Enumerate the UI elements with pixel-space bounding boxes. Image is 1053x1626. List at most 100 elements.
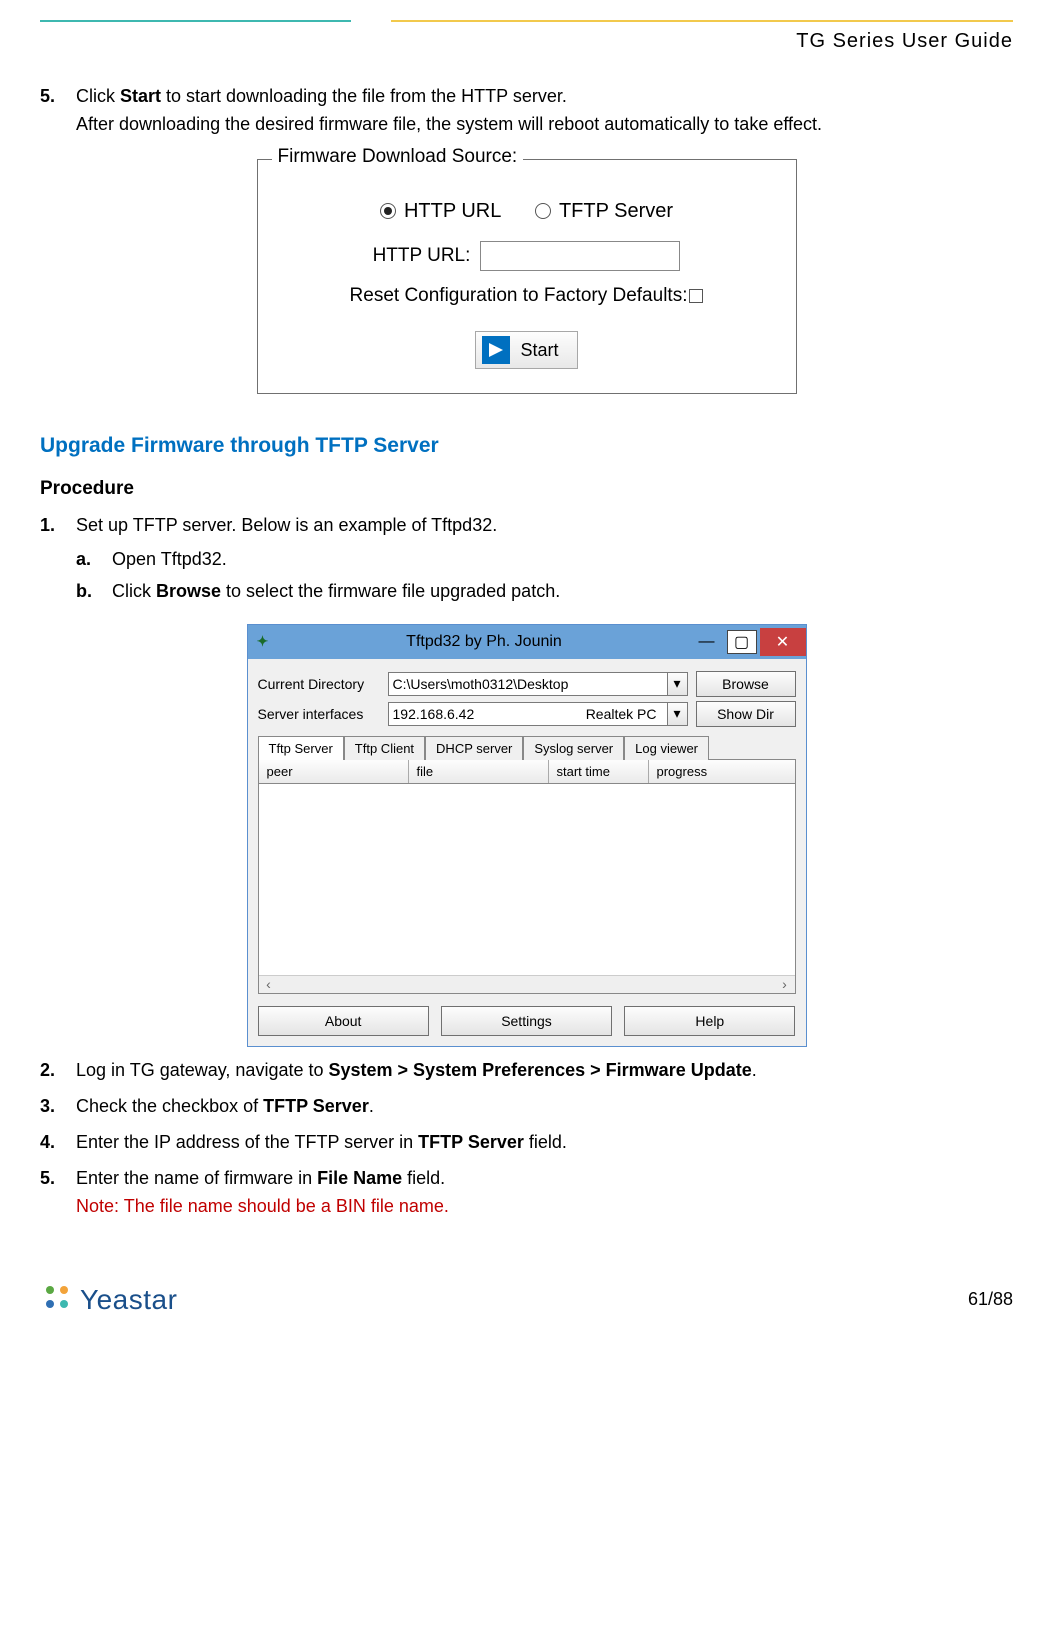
radio-icon <box>380 203 396 219</box>
text: to start downloading the file from the H… <box>161 86 567 106</box>
minimize-button[interactable]: — <box>687 628 727 656</box>
text: Click <box>76 86 120 106</box>
text: Log in TG gateway, navigate to <box>76 1060 329 1080</box>
reset-checkbox[interactable] <box>689 289 703 303</box>
start-row: Start <box>258 331 796 369</box>
column-start-time[interactable]: start time <box>549 760 649 783</box>
footer-buttons: About Settings Help <box>258 1006 796 1036</box>
heading-procedure: Procedure <box>40 478 1013 500</box>
column-file[interactable]: file <box>409 760 549 783</box>
step-body: Enter the IP address of the TFTP server … <box>76 1129 1013 1157</box>
firmware-fieldset: Firmware Download Source: HTTP URL TFTP … <box>257 159 797 395</box>
step-5: 5. Click Start to start downloading the … <box>40 83 1013 139</box>
proc-step-1b: b. Click Browse to select the firmware f… <box>40 578 1013 606</box>
tftpd32-screenshot: ✦ Tftpd32 by Ph. Jounin — ▢ ✕ Current Di… <box>40 624 1013 1047</box>
step-body: Set up TFTP server. Below is an example … <box>76 512 1013 540</box>
doc-title: TG Series User Guide <box>40 30 1013 53</box>
logo-icon <box>40 1280 74 1319</box>
column-progress[interactable]: progress <box>649 760 795 783</box>
text: After downloading the desired firmware f… <box>76 114 822 134</box>
header-rule <box>40 20 1013 22</box>
column-headers: peerfilestart timeprogress <box>258 759 796 784</box>
chevron-down-icon: ▾ <box>667 703 687 725</box>
text: Enter the IP address of the TFTP server … <box>76 1132 418 1152</box>
bold-tftp: TFTP Server <box>263 1096 369 1116</box>
text: Enter the name of firmware in <box>76 1168 317 1188</box>
proc-step-1a: a. Open Tftpd32. <box>40 546 1013 574</box>
proc-step-1: 1. Set up TFTP server. Below is an examp… <box>40 512 1013 540</box>
substep-body: Open Tftpd32. <box>112 546 1013 574</box>
window-body: Current Directory C:\Users\moth0312\Desk… <box>248 659 806 1046</box>
tftpd32-window: ✦ Tftpd32 by Ph. Jounin — ▢ ✕ Current Di… <box>247 624 807 1047</box>
scroll-left-icon: ‹ <box>259 976 279 993</box>
list-area: ‹ › <box>258 784 796 994</box>
http-url-input[interactable] <box>480 241 680 271</box>
text: field. <box>524 1132 567 1152</box>
firmware-screenshot: Firmware Download Source: HTTP URL TFTP … <box>40 159 1013 395</box>
showdir-label: Show Dir <box>717 706 774 722</box>
start-label: Start <box>520 340 558 361</box>
iface-combo[interactable]: 192.168.6.42 Realtek PC ▾ <box>388 702 688 726</box>
column-peer[interactable]: peer <box>259 760 409 783</box>
titlebar: ✦ Tftpd32 by Ph. Jounin — ▢ ✕ <box>248 625 806 659</box>
step-body: Click Start to start downloading the fil… <box>76 83 1013 139</box>
app-icon: ✦ <box>254 633 272 651</box>
text: field. <box>402 1168 445 1188</box>
maximize-button[interactable]: ▢ <box>727 630 757 654</box>
reset-label: Reset Configuration to Factory Defaults: <box>350 285 688 306</box>
text: . <box>752 1060 757 1080</box>
bold-browse: Browse <box>156 581 221 601</box>
radio-tftp-server[interactable]: TFTP Server <box>535 200 673 223</box>
text: . <box>369 1096 374 1116</box>
tab-row: Tftp ServerTftp ClientDHCP serverSyslog … <box>258 735 796 759</box>
chevron-down-icon: ▾ <box>667 673 687 695</box>
heading-upgrade-tftp: Upgrade Firmware through TFTP Server <box>40 434 1013 458</box>
substep-number: b. <box>76 578 112 606</box>
substep-number: a. <box>76 546 112 574</box>
substep-body: Click Browse to select the firmware file… <box>112 578 1013 606</box>
step-number: 4. <box>40 1129 76 1157</box>
bold-filename: File Name <box>317 1168 402 1188</box>
step-number: 5. <box>40 83 76 139</box>
about-button[interactable]: About <box>258 1006 429 1036</box>
tab-log-viewer[interactable]: Log viewer <box>624 736 709 760</box>
proc-step-3: 3. Check the checkbox of TFTP Server. <box>40 1093 1013 1121</box>
radio-http-url[interactable]: HTTP URL <box>380 200 501 223</box>
browse-button[interactable]: Browse <box>696 671 796 697</box>
bold-start: Start <box>120 86 161 106</box>
window-buttons: — ▢ ✕ <box>687 628 806 656</box>
text: Click <box>112 581 156 601</box>
page-footer: Yeastar 61/88 <box>40 1280 1013 1319</box>
reset-row: Reset Configuration to Factory Defaults: <box>258 285 796 307</box>
settings-button[interactable]: Settings <box>441 1006 612 1036</box>
iface-extra: Realtek PC <box>586 706 657 722</box>
bold-path: System > System Preferences > Firmware U… <box>329 1060 752 1080</box>
curdir-combo[interactable]: C:\Users\moth0312\Desktop ▾ <box>388 672 688 696</box>
logo-text: Yeastar <box>80 1284 177 1316</box>
radio-label: TFTP Server <box>559 200 673 223</box>
step-number: 2. <box>40 1057 76 1085</box>
horizontal-scrollbar[interactable]: ‹ › <box>259 975 795 993</box>
iface-value: 192.168.6.42 <box>393 706 586 722</box>
help-button[interactable]: Help <box>624 1006 795 1036</box>
logo: Yeastar <box>40 1280 177 1319</box>
tab-dhcp-server[interactable]: DHCP server <box>425 736 523 760</box>
step-number: 5. <box>40 1165 76 1221</box>
step-number: 3. <box>40 1093 76 1121</box>
curdir-label: Current Directory <box>258 676 388 692</box>
start-button[interactable]: Start <box>475 331 577 369</box>
proc-step-4: 4. Enter the IP address of the TFTP serv… <box>40 1129 1013 1157</box>
http-url-row: HTTP URL: <box>258 241 796 271</box>
step-number: 1. <box>40 512 76 540</box>
tab-tftp-server[interactable]: Tftp Server <box>258 736 344 760</box>
close-button[interactable]: ✕ <box>760 628 806 656</box>
text: to select the firmware file upgraded pat… <box>221 581 560 601</box>
showdir-button[interactable]: Show Dir <box>696 701 796 727</box>
radio-label: HTTP URL <box>404 200 501 223</box>
header-rule-gap <box>351 20 391 22</box>
scroll-right-icon: › <box>775 976 795 993</box>
tab-tftp-client[interactable]: Tftp Client <box>344 736 425 760</box>
server-interfaces-row: Server interfaces 192.168.6.42 Realtek P… <box>258 701 796 727</box>
current-directory-row: Current Directory C:\Users\moth0312\Desk… <box>258 671 796 697</box>
tab-syslog-server[interactable]: Syslog server <box>523 736 624 760</box>
